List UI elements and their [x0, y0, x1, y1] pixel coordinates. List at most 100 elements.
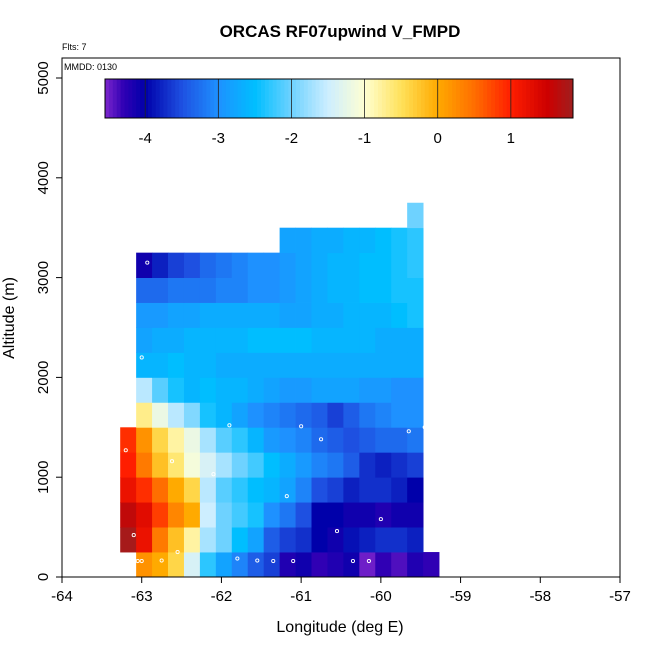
colorbar-segment [534, 79, 539, 118]
heatmap-cell [407, 527, 424, 553]
heatmap-cell [391, 302, 408, 328]
heatmap-cell [375, 302, 392, 328]
heatmap-cell [215, 252, 233, 278]
colorbar-segment [140, 79, 145, 118]
colorbar-segment [214, 79, 219, 118]
heatmap-cell [136, 552, 153, 578]
heatmap-cell [295, 402, 312, 428]
heatmap-cell [327, 327, 344, 353]
heatmap-cell [136, 252, 153, 278]
heatmap-cell [231, 277, 249, 303]
colorbar-segment [405, 79, 410, 118]
heatmap-cell [231, 427, 249, 453]
colorbar-segment [514, 79, 519, 118]
heatmap-cell [407, 427, 424, 453]
heatmap-cell [407, 477, 424, 503]
heatmap-cell [136, 327, 153, 353]
x-tick-label: -61 [290, 588, 312, 605]
heatmap-cell [343, 402, 360, 428]
heatmap-cell [343, 552, 360, 578]
colorbar-segment [155, 79, 161, 118]
heatmap-cell [152, 427, 169, 453]
heatmap-cell [311, 527, 328, 553]
colorbar-segment [428, 79, 434, 118]
heatmap-cell [391, 377, 408, 403]
colorbar-segment [358, 79, 363, 118]
colorbar-segment [417, 79, 422, 118]
heatmap-cell [247, 402, 265, 428]
heatmap-cell [136, 452, 153, 478]
heatmap-cell [327, 277, 344, 303]
heatmap-cell [327, 427, 344, 453]
colorbar-segment [471, 79, 476, 118]
heatmap-cell [136, 402, 153, 428]
heatmap-cell [311, 452, 328, 478]
heatmap-cell [168, 527, 185, 553]
heatmap-cell [168, 302, 185, 328]
colorbar-segment [163, 79, 168, 118]
chart-title: ORCAS RF07upwind V_FMPD [220, 22, 461, 41]
heatmap-cell [183, 427, 201, 453]
colorbar-segment [261, 79, 266, 118]
colorbar-segment [401, 79, 406, 118]
colorbar-segment [381, 79, 387, 118]
heatmap-cell [168, 427, 185, 453]
sample-point [271, 558, 276, 564]
x-axis: -64 -63 -62 -61 -60 -59 -58 -57 [51, 577, 631, 605]
heatmap-cell [279, 277, 296, 303]
heatmap-cell [407, 452, 424, 478]
heatmap-cell [279, 402, 296, 428]
colorbar-segment [530, 79, 535, 118]
heatmap-cell [168, 277, 185, 303]
x-axis-label: Longitude (deg E) [276, 619, 403, 636]
heatmap-cell [391, 502, 408, 528]
heatmap-cell [327, 227, 344, 254]
heatmap-cell [247, 377, 265, 403]
heatmap-cell [231, 477, 249, 503]
heatmap-cell [183, 377, 201, 403]
heatmap-cell [136, 352, 153, 378]
heatmap-cell [359, 302, 376, 328]
heatmap-cell [327, 527, 344, 553]
colorbar-segment [218, 79, 223, 118]
colorbar-segment [491, 79, 496, 118]
heatmap-cell [152, 302, 169, 328]
colorbar-segment [225, 79, 231, 118]
heatmap-cell [168, 502, 185, 528]
heatmap-cell [311, 327, 328, 353]
colorbar-segment [288, 79, 293, 118]
colorbar-segment [440, 79, 445, 118]
colorbar-segment [370, 79, 375, 118]
sample-point [378, 517, 383, 522]
colorbar-segment [210, 79, 215, 118]
heatmap-cell [295, 252, 312, 278]
heatmap-cell [391, 452, 408, 478]
heatmap-cell [168, 377, 185, 403]
colorbar-segment [233, 79, 239, 118]
heatmap-cell [247, 352, 265, 378]
heatmap-cell [247, 327, 265, 353]
heatmap-cell [168, 402, 185, 428]
heatmap-cell [359, 527, 376, 553]
heatmap-cell [199, 377, 217, 403]
sample-point [255, 558, 260, 563]
heatmap-cell [343, 352, 360, 378]
heatmap-cell [199, 477, 217, 503]
sample-point [486, 559, 491, 564]
colorbar-segment [502, 79, 508, 118]
colorbar-segment [167, 79, 172, 118]
colorbar-segment [518, 79, 523, 118]
heatmap-cell [199, 552, 217, 578]
colorbar-segment [448, 79, 453, 118]
heatmap-cell [343, 377, 360, 403]
heatmap-cell [295, 277, 312, 303]
heatmap-cell [375, 402, 392, 428]
heatmap-cell [391, 227, 408, 254]
y-axis: 0 1000 2000 3000 4000 5000 [35, 61, 62, 581]
colorbar-segment [116, 79, 122, 118]
colorbar-segment [456, 79, 461, 118]
colorbar: -4 -3 -2 -1 0 1 [104, 78, 574, 147]
colorbar-segment [378, 79, 383, 118]
sample-point [139, 558, 144, 564]
heatmap-cell [327, 477, 344, 503]
